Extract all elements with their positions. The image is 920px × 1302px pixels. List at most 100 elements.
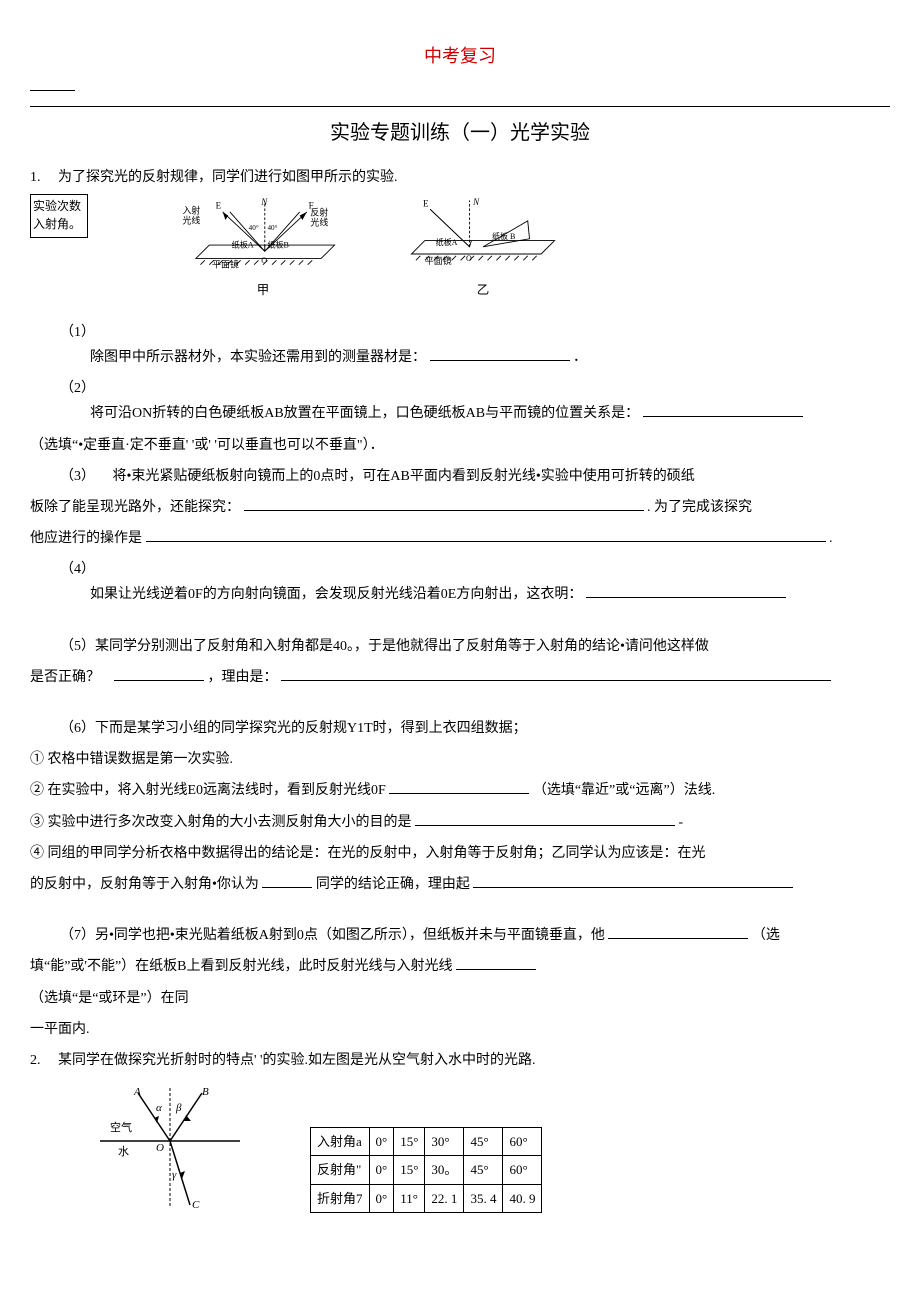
label-water: 水 bbox=[118, 1145, 129, 1158]
cell: 0° bbox=[369, 1156, 394, 1184]
label-ang1: 40° bbox=[249, 224, 259, 232]
q1-p6-li3-text: ③ 实验中进行多次改变入射角的大小去测反射角大小的目的是 bbox=[30, 815, 412, 830]
blank bbox=[430, 346, 570, 361]
label-O: O bbox=[156, 1142, 164, 1154]
q2-intro: 2. 某同学在做探究光折射时的特点' '的实验.如左图是光从空气射入水中时的光路… bbox=[30, 1048, 890, 1073]
q1-p5-text2: ，理由是： bbox=[208, 670, 278, 685]
label-inc: 入射 bbox=[182, 205, 200, 216]
diagram-jia: E N F 纸板A 纸板B O 平面镜 入射 光线 反射 光线 40° 40° bbox=[178, 194, 348, 314]
blank bbox=[415, 810, 675, 825]
q1-p1-text: 除图甲中所示器材外，本实验还需用到的测量器材是： bbox=[90, 350, 426, 365]
q1-p2-text2: （选填“•定垂直·定不垂直' '或' '可以垂直也可以不垂直"）． bbox=[30, 438, 384, 453]
sidebox-r2: 入射角。 bbox=[33, 215, 85, 233]
q1-p2-num: （2） bbox=[60, 376, 890, 401]
blank bbox=[146, 527, 826, 542]
label-board-b: 纸板B bbox=[267, 240, 288, 250]
svg-text:光线: 光线 bbox=[310, 216, 328, 227]
q1-p6-li1: ① 农格中错误数据是第一次实验. bbox=[30, 747, 890, 772]
refraction-table: 入射角a 0° 15° 30° 45° 60° 反射角" 0° 15° 30。 … bbox=[310, 1127, 542, 1213]
label-board-b-yi: 纸板 B bbox=[492, 231, 515, 241]
label-beta: β bbox=[175, 1102, 182, 1114]
cell: 0° bbox=[369, 1184, 394, 1212]
q1-diagram-row: 实验次数 入射角。 E N F 纸板A 纸板B O 平面镜 入射 bbox=[30, 194, 890, 314]
subtitle: 实验专题训练（一）光学实验 bbox=[30, 115, 890, 151]
q1-intro-text: 为了探究光的反射规律，同学们进行如图甲所示的实验. bbox=[58, 170, 398, 185]
q1-p7-numtext: （7）另•同学也把•束光贴着纸板A射到0点（如图乙所示），但纸板并未与平面镜垂直… bbox=[60, 928, 605, 943]
q1-p7: （7）另•同学也把•束光贴着纸板A射到0点（如图乙所示），但纸板并未与平面镜垂直… bbox=[30, 923, 890, 948]
label-A: A bbox=[133, 1086, 141, 1098]
table-row: 反射角" 0° 15° 30。 45° 60° bbox=[311, 1156, 542, 1184]
label-alpha: α bbox=[156, 1102, 162, 1114]
q1-p5-numtext: （5）某同学分别测出了反射角和入射角都是40。，于是他就得出了反射角等于入射角的… bbox=[60, 639, 709, 654]
q2-number: 2. bbox=[30, 1053, 41, 1068]
sidebox-r1: 实验次数 bbox=[33, 197, 85, 215]
q1-p3-text2: 板除了能呈现光路外，还能探究： bbox=[30, 500, 240, 515]
q1-p4: （4） 如果让光线逆着0F的方向射向镜面，会发现反射光线沿着0E方向射出，这衣明… bbox=[30, 557, 890, 607]
q2-intro-text: 某同学在做探究光折射时的特点' '的实验.如左图是光从空气射入水中时的光路. bbox=[58, 1053, 536, 1068]
q1-p2-text1: 将可沿ON折转的白色硬纸板AB放置在平面镜上，口色硬纸板AB与平而镜的位置关系是… bbox=[90, 406, 639, 421]
blank bbox=[114, 665, 204, 680]
diagram-yi: E N 纸板A 纸板 B O 平面镜 乙 bbox=[398, 194, 568, 314]
diagram-refraction: A B C O 空气 水 α β γ bbox=[90, 1083, 250, 1213]
q1-number: 1. bbox=[30, 170, 41, 185]
blank bbox=[456, 955, 536, 970]
side-table-fragment: 实验次数 入射角。 bbox=[30, 194, 88, 238]
divider bbox=[30, 106, 890, 107]
cell: 30° bbox=[425, 1127, 464, 1155]
blank bbox=[608, 924, 748, 939]
blank bbox=[473, 873, 793, 888]
q1-p5: （5）某同学分别测出了反射角和入射角都是40。，于是他就得出了反射角等于入射角的… bbox=[30, 634, 890, 659]
q1-p3-text5: . bbox=[829, 531, 833, 546]
q1-p3-line2: 板除了能呈现光路外，还能探究： . 为了完成该探究 bbox=[30, 495, 890, 520]
q1-p6-li3: ③ 实验中进行多次改变入射角的大小去测反射角大小的目的是 - bbox=[30, 810, 890, 835]
q1-p7-line3: 一平面内. bbox=[30, 1017, 890, 1042]
q1-p7-text2b: （选填“是“或环是”）在同 bbox=[30, 991, 189, 1006]
q1-p6-li2: ② 在实验中，将入射光线E0远离法线时，看到反射光线0F （选填“靠近”或“远离… bbox=[30, 778, 890, 803]
row-hdr: 反射角" bbox=[311, 1156, 370, 1184]
q1-p1-tail: ． bbox=[573, 350, 587, 365]
q1-p1-num: （1） bbox=[60, 320, 890, 345]
q1-p6: （6）下而是某学习小组的同学探究光的反射规Y1T时，得到上衣四组数据； bbox=[30, 716, 890, 741]
row-hdr: 折射角7 bbox=[311, 1184, 370, 1212]
blank bbox=[643, 402, 803, 417]
svg-text:光线: 光线 bbox=[182, 214, 200, 225]
q1-p4-num: （4） bbox=[60, 557, 890, 582]
q1-p7-text2a: 填“能”或'不能”）在纸板B上看到反射光线，此时反射光线与入射光线 bbox=[30, 959, 453, 974]
q1-p6-li4b-row: 的反射中，反射角等于入射角•你认为 同学的结论正确，理由起 bbox=[30, 872, 890, 897]
cell: 35. 4 bbox=[464, 1184, 503, 1212]
q1-p3-text1: 将•束光紧贴硬纸板射向镜而上的0点时，可在AB平面内看到反射光线•实验中使用可折… bbox=[113, 469, 695, 484]
q1-p6-li2b: （选填“靠近”或“远离”）法线. bbox=[533, 783, 715, 798]
q1-p7-line2: 填“能”或'不能”）在纸板B上看到反射光线，此时反射光线与入射光线 bbox=[30, 954, 890, 979]
q1-p6-li4c: 同学的结论正确，理由起 bbox=[316, 877, 470, 892]
q1-p5-text1: 是否正确？ bbox=[30, 670, 100, 685]
label-C: C bbox=[192, 1199, 200, 1211]
q1-p3-text3: . 为了完成该探究 bbox=[647, 500, 752, 515]
label-ref: 反射 bbox=[310, 206, 328, 217]
q1-p6-li4a: ④ 同组的甲同学分析衣格中数据得出的结论是：在光的反射中，入射角等于反射角；乙同… bbox=[30, 841, 890, 866]
table-row: 入射角a 0° 15° 30° 45° 60° bbox=[311, 1127, 542, 1155]
label-mirror: 平面镜 bbox=[212, 258, 239, 269]
blank bbox=[586, 583, 786, 598]
header-title: 中考复习 bbox=[30, 40, 890, 72]
label-air: 空气 bbox=[110, 1120, 132, 1134]
q1-p7-tail1: （选 bbox=[752, 928, 780, 943]
cell: 11° bbox=[394, 1184, 425, 1212]
blank bbox=[281, 665, 831, 680]
table-row: 折射角7 0° 11° 22. 1 35. 4 40. 9 bbox=[311, 1184, 542, 1212]
cell: 60° bbox=[503, 1156, 542, 1184]
cell: 22. 1 bbox=[425, 1184, 464, 1212]
cell: 15° bbox=[394, 1156, 425, 1184]
cell: 60° bbox=[503, 1127, 542, 1155]
q1-p7-line2b: （选填“是“或环是”）在同 bbox=[30, 986, 890, 1011]
caption-jia: 甲 bbox=[257, 283, 270, 297]
q1-p1: （1） 除图甲中所示器材外，本实验还需用到的测量器材是： ． bbox=[30, 320, 890, 370]
q1-intro: 1. 为了探究光的反射规律，同学们进行如图甲所示的实验. bbox=[30, 165, 890, 190]
cell: 45° bbox=[464, 1127, 503, 1155]
q1-p6-numtext: （6）下而是某学习小组的同学探究光的反射规Y1T时，得到上衣四组数据； bbox=[60, 721, 527, 736]
label-E-yi: E bbox=[423, 198, 429, 208]
underline-row bbox=[30, 78, 890, 103]
blank bbox=[244, 496, 644, 511]
cell: 15° bbox=[394, 1127, 425, 1155]
cell: 45° bbox=[464, 1156, 503, 1184]
q1-p3-text4: 他应进行的操作是 bbox=[30, 531, 142, 546]
